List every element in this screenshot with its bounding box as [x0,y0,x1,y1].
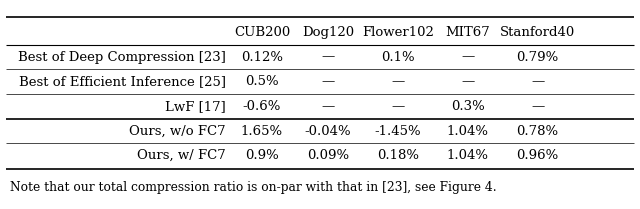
Text: Ours, w/ FC7: Ours, w/ FC7 [137,149,226,162]
Text: Best of Deep Compression [23]: Best of Deep Compression [23] [18,51,226,64]
Text: 0.9%: 0.9% [245,149,279,162]
Text: —: — [321,100,335,113]
Text: CUB200: CUB200 [234,26,290,39]
Text: —: — [391,75,404,88]
Text: 0.96%: 0.96% [516,149,559,162]
Text: 0.3%: 0.3% [451,100,484,113]
Text: Dog120: Dog120 [302,26,354,39]
Text: Note that our total compression ratio is on-par with that in [23], see Figure 4.: Note that our total compression ratio is… [10,181,496,194]
Text: 0.78%: 0.78% [516,125,559,138]
Text: —: — [531,75,544,88]
Text: 0.18%: 0.18% [377,149,419,162]
Text: —: — [531,100,544,113]
Text: Flower102: Flower102 [362,26,434,39]
Text: Best of Efficient Inference [25]: Best of Efficient Inference [25] [19,75,226,88]
Text: -0.04%: -0.04% [305,125,351,138]
Text: 1.04%: 1.04% [447,125,489,138]
Text: 0.09%: 0.09% [307,149,349,162]
Text: 1.65%: 1.65% [241,125,283,138]
Text: Ours, w/o FC7: Ours, w/o FC7 [129,125,226,138]
Text: -0.6%: -0.6% [243,100,281,113]
Text: MIT67: MIT67 [445,26,490,39]
Text: -1.45%: -1.45% [374,125,421,138]
Text: —: — [461,75,474,88]
Text: LwF [17]: LwF [17] [165,100,226,113]
Text: —: — [391,100,404,113]
Text: —: — [461,51,474,64]
Text: 0.12%: 0.12% [241,51,283,64]
Text: 0.5%: 0.5% [245,75,279,88]
Text: —: — [321,51,335,64]
Text: 0.1%: 0.1% [381,51,415,64]
Text: Stanford40: Stanford40 [500,26,575,39]
Text: 0.79%: 0.79% [516,51,559,64]
Text: —: — [321,75,335,88]
Text: 1.04%: 1.04% [447,149,489,162]
